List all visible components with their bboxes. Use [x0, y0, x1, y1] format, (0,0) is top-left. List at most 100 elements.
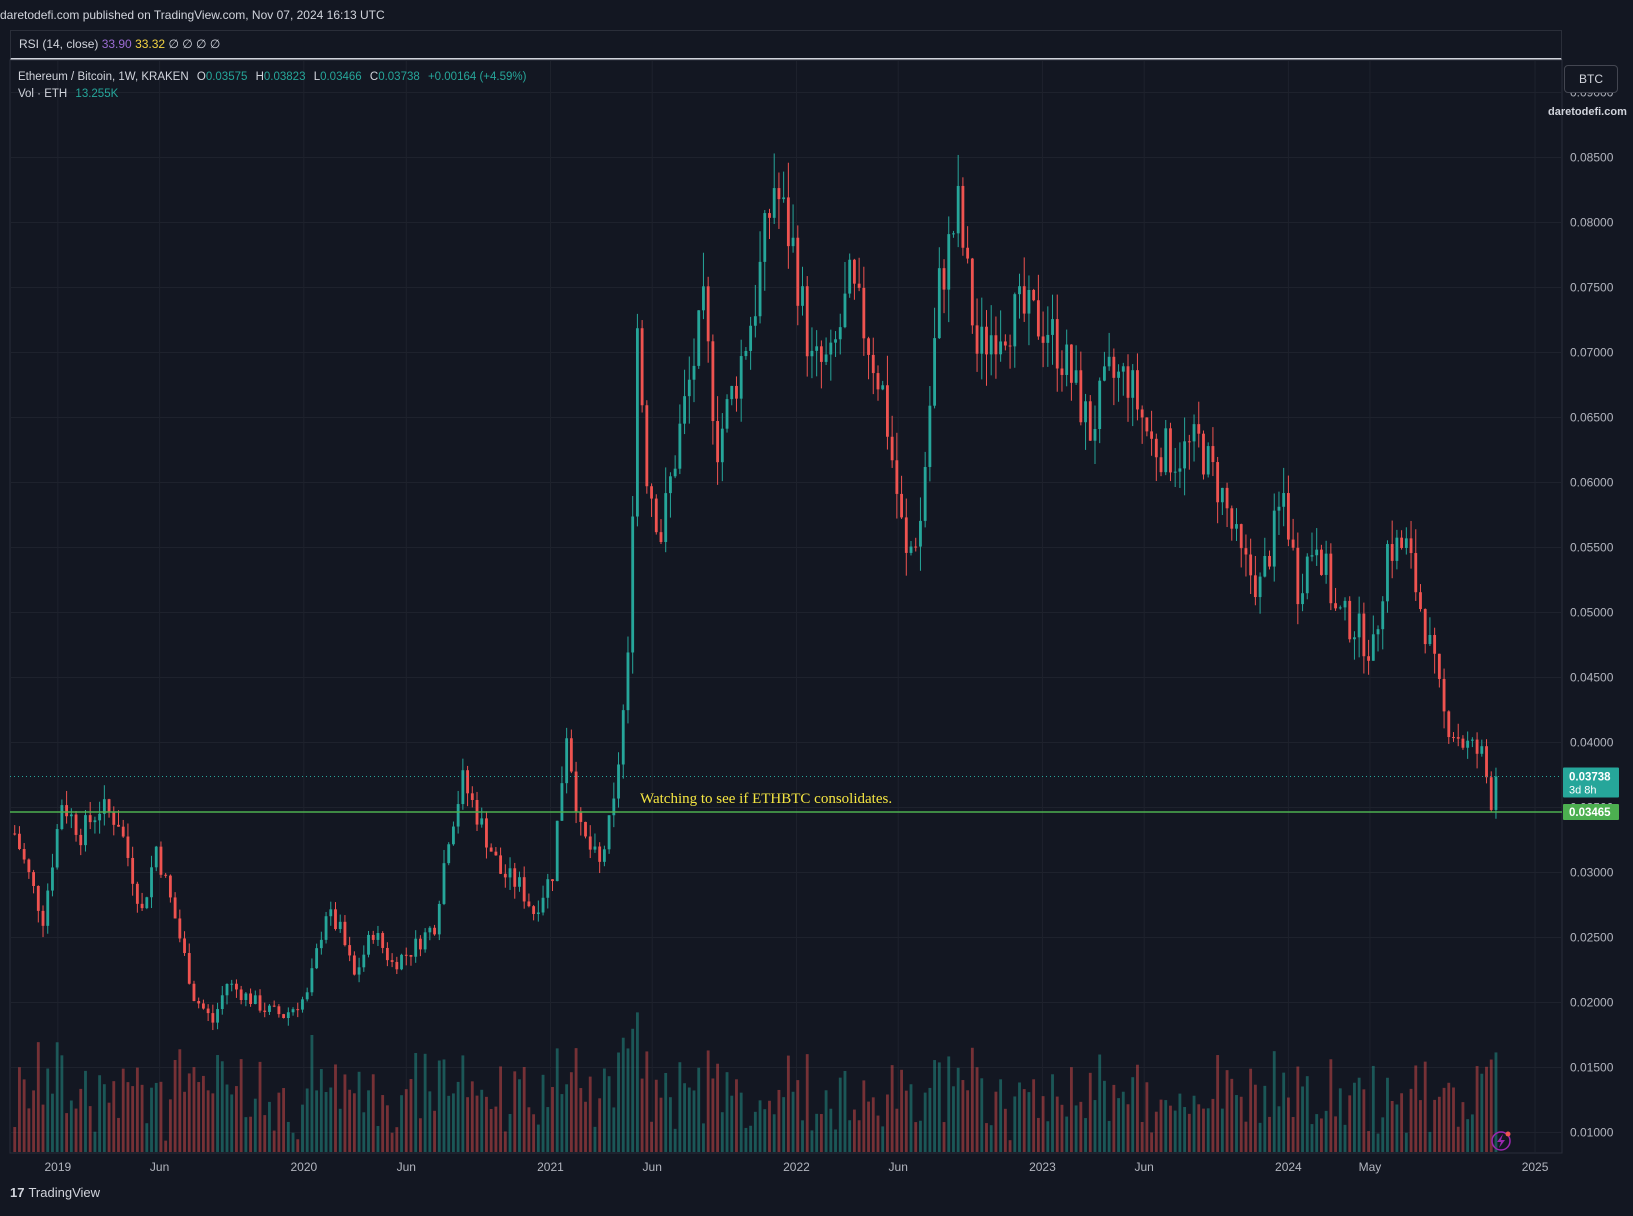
volume-bar	[409, 1078, 413, 1152]
candle-body	[687, 379, 691, 397]
candle-body	[409, 955, 413, 957]
volume-bar	[381, 1095, 385, 1152]
volume-bar	[768, 1100, 771, 1152]
volume-bar	[598, 1098, 602, 1152]
volume-bar	[937, 1062, 941, 1152]
candle-body	[635, 328, 639, 517]
volume-bar	[310, 1034, 314, 1152]
volume-bar	[1150, 1132, 1154, 1152]
candle-body	[697, 310, 701, 366]
y-tick-label: 0.03000	[1570, 866, 1614, 880]
volume-bar	[36, 1042, 40, 1152]
candle-body	[1055, 319, 1059, 369]
candle-body	[598, 846, 602, 862]
volume-bar	[1466, 1119, 1470, 1152]
candle-body	[1249, 554, 1253, 576]
candle-body	[1357, 613, 1361, 638]
volume-bar	[1022, 1089, 1026, 1152]
volume-bar	[1268, 1116, 1271, 1152]
volume-bar	[1136, 1064, 1139, 1152]
volume-bar	[452, 1093, 455, 1152]
candle-body	[1121, 366, 1125, 372]
volume-label: Vol · ETH	[18, 88, 68, 100]
candle-body	[98, 813, 102, 821]
volume-bar	[1041, 1096, 1045, 1152]
volume-bar	[164, 1140, 168, 1152]
candle-body	[900, 493, 903, 518]
volume-bar	[1027, 1092, 1031, 1152]
countdown-label: 3d 8h	[1569, 785, 1597, 797]
volume-bar	[876, 1115, 880, 1152]
candle-body	[1296, 547, 1300, 605]
currency-button[interactable]: BTC	[1564, 65, 1618, 93]
y-tick-label: 0.05500	[1570, 541, 1614, 555]
volume-bar	[27, 1108, 31, 1152]
volume-bar	[730, 1095, 734, 1152]
candle-body	[909, 546, 913, 553]
candle-body	[286, 1012, 290, 1019]
volume-bar	[565, 1084, 569, 1152]
volume-bar	[635, 1012, 639, 1152]
candle-body	[1305, 556, 1309, 594]
y-tick-label: 0.07000	[1570, 346, 1614, 360]
volume-bar	[499, 1066, 503, 1152]
candle-body	[730, 385, 734, 400]
candle-body	[772, 188, 776, 218]
candle-body	[871, 354, 875, 374]
volume-bar	[1140, 1121, 1144, 1152]
annotation-text: Watching to see if ETHBTC consolidates.	[640, 791, 892, 807]
volume-bar	[692, 1090, 696, 1152]
candle-body	[1069, 344, 1073, 383]
candle-body	[1475, 739, 1479, 754]
candle-body	[1452, 737, 1455, 739]
volume-bar	[1409, 1088, 1413, 1152]
candle-body	[970, 258, 974, 326]
rsi-pane[interactable]: RSI (14, close) 33.90 33.32 ∅ ∅ ∅ ∅	[10, 30, 1562, 60]
volume-bar	[1338, 1088, 1342, 1152]
volume-bar	[890, 1065, 894, 1152]
volume-bar	[532, 1114, 536, 1152]
candle-body	[329, 909, 333, 917]
candle-body	[1150, 431, 1154, 439]
candle-body	[1485, 746, 1488, 778]
candle-body	[244, 993, 248, 1001]
volume-bar	[1154, 1111, 1158, 1152]
volume-bar	[315, 1090, 319, 1152]
candle-body	[1409, 538, 1413, 554]
candle-body	[914, 546, 918, 548]
candle-body	[27, 859, 31, 873]
volume-bar	[88, 1106, 92, 1152]
candle-body	[362, 954, 366, 968]
change-value: +0.00164 (+4.59%)	[427, 71, 527, 83]
candle-body	[230, 983, 234, 985]
candle-body	[664, 493, 668, 543]
candle-body	[1154, 438, 1158, 458]
volume-bar	[848, 1120, 852, 1152]
candle-body	[102, 799, 106, 814]
candle-body	[607, 815, 611, 850]
volume-bar	[1225, 1070, 1229, 1152]
volume-bar	[753, 1111, 757, 1152]
candle-body	[1301, 593, 1304, 605]
candle-body	[13, 833, 17, 835]
candle-body	[744, 350, 748, 357]
volume-bar	[867, 1101, 870, 1152]
volume-bar	[744, 1127, 748, 1152]
candle-body	[1442, 678, 1446, 712]
candle-body	[32, 872, 36, 886]
volume-bar	[249, 1116, 252, 1152]
volume-bar	[1301, 1086, 1304, 1152]
volume-bar	[1164, 1100, 1168, 1152]
volume-bar	[1353, 1082, 1356, 1152]
volume-bar	[1480, 1073, 1484, 1152]
candle-body	[168, 875, 172, 898]
volume-bar	[1178, 1093, 1182, 1152]
lightning-icon[interactable]	[1491, 1131, 1511, 1151]
candle-body	[1244, 548, 1248, 555]
candle-body	[1390, 544, 1394, 561]
candle-body	[933, 338, 937, 406]
volume-bar	[1371, 1065, 1375, 1152]
footer-brand[interactable]: 17 TradingView	[10, 1185, 100, 1200]
candle-body	[551, 879, 554, 882]
